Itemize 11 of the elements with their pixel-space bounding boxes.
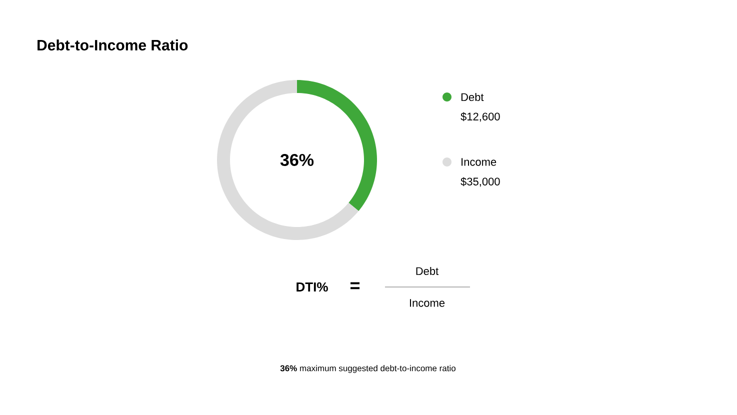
text: DTI% xyxy=(296,282,328,292)
legend-label: Income xyxy=(462,158,496,166)
text: Debt xyxy=(416,266,439,276)
text: $12,600 xyxy=(460,112,500,122)
legend-label: Debt xyxy=(461,92,484,102)
text: 36% xyxy=(280,154,314,166)
text: Income xyxy=(410,299,445,307)
text: $35,000 xyxy=(460,177,500,187)
text: 36% maximum suggested debt-to-income ratio xyxy=(280,365,456,373)
chart-title: Debt-to-Income Ratio xyxy=(38,39,188,50)
text: = xyxy=(350,282,360,290)
